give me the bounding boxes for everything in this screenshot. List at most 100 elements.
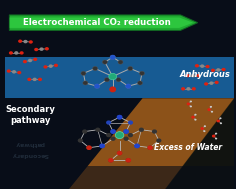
Circle shape [215,81,219,84]
Circle shape [152,129,157,134]
Circle shape [219,117,222,119]
Circle shape [138,81,143,85]
Text: Secondary: Secondary [5,105,55,114]
Circle shape [33,58,37,61]
Circle shape [128,120,133,125]
Circle shape [212,135,215,138]
Circle shape [86,145,92,150]
Circle shape [194,119,197,121]
Circle shape [186,87,190,91]
Circle shape [38,78,42,81]
Circle shape [12,70,16,74]
Circle shape [204,82,208,86]
Circle shape [115,132,124,139]
Polygon shape [5,57,234,98]
Circle shape [148,146,153,150]
Circle shape [54,64,58,67]
Circle shape [110,137,116,141]
Circle shape [211,69,215,72]
Circle shape [215,138,217,139]
Circle shape [27,78,31,81]
Circle shape [147,145,153,150]
Circle shape [222,68,226,71]
Circle shape [110,129,116,134]
Circle shape [17,71,21,74]
Circle shape [110,55,115,59]
Polygon shape [69,98,234,189]
Circle shape [126,84,131,88]
Circle shape [109,73,117,80]
Circle shape [7,69,11,73]
Circle shape [207,108,211,111]
Text: Anhydrous: Anhydrous [179,70,230,79]
Circle shape [93,66,98,71]
Circle shape [118,60,123,64]
Circle shape [126,158,131,162]
Circle shape [78,138,83,143]
Circle shape [181,87,185,91]
Circle shape [191,74,195,77]
Circle shape [23,60,27,63]
Circle shape [94,84,100,88]
Circle shape [216,68,220,72]
Circle shape [99,143,105,148]
Text: pathway: pathway [15,141,45,146]
Circle shape [117,151,122,155]
Polygon shape [5,166,234,189]
Circle shape [192,87,196,91]
Circle shape [134,143,140,148]
Circle shape [116,78,121,82]
Circle shape [215,133,217,135]
Circle shape [211,111,213,113]
Text: Secondary: Secondary [12,153,49,157]
FancyArrow shape [9,18,193,28]
Circle shape [49,64,53,68]
Circle shape [23,40,28,43]
Circle shape [45,47,49,50]
Circle shape [82,129,87,134]
Circle shape [102,60,107,64]
Circle shape [86,146,92,150]
Circle shape [194,114,197,116]
Circle shape [14,51,18,55]
Circle shape [203,130,206,132]
Circle shape [128,66,133,71]
Circle shape [9,51,13,55]
FancyArrow shape [9,15,198,30]
Circle shape [108,158,114,163]
Circle shape [95,84,100,88]
Circle shape [126,158,131,163]
Circle shape [100,144,105,148]
Circle shape [123,129,129,134]
Circle shape [139,128,144,132]
Circle shape [196,74,200,77]
Circle shape [43,65,47,69]
Circle shape [190,105,192,107]
Circle shape [123,129,129,134]
Circle shape [123,137,129,141]
Circle shape [139,71,144,75]
Circle shape [81,71,86,75]
Circle shape [135,144,140,148]
Circle shape [156,138,161,143]
Circle shape [110,129,116,134]
Circle shape [126,84,131,88]
Circle shape [34,48,38,51]
Circle shape [209,81,214,85]
Circle shape [117,151,122,155]
Circle shape [220,122,222,124]
Circle shape [210,106,212,108]
Circle shape [110,55,115,60]
Circle shape [39,47,44,51]
Circle shape [187,102,190,105]
Circle shape [108,158,114,162]
Circle shape [195,64,199,67]
Circle shape [117,115,122,120]
Circle shape [190,101,192,102]
Circle shape [110,87,115,92]
Circle shape [204,125,206,127]
Circle shape [117,115,122,119]
Text: Excess of Water: Excess of Water [154,143,223,152]
Circle shape [128,133,133,137]
Circle shape [200,127,204,130]
